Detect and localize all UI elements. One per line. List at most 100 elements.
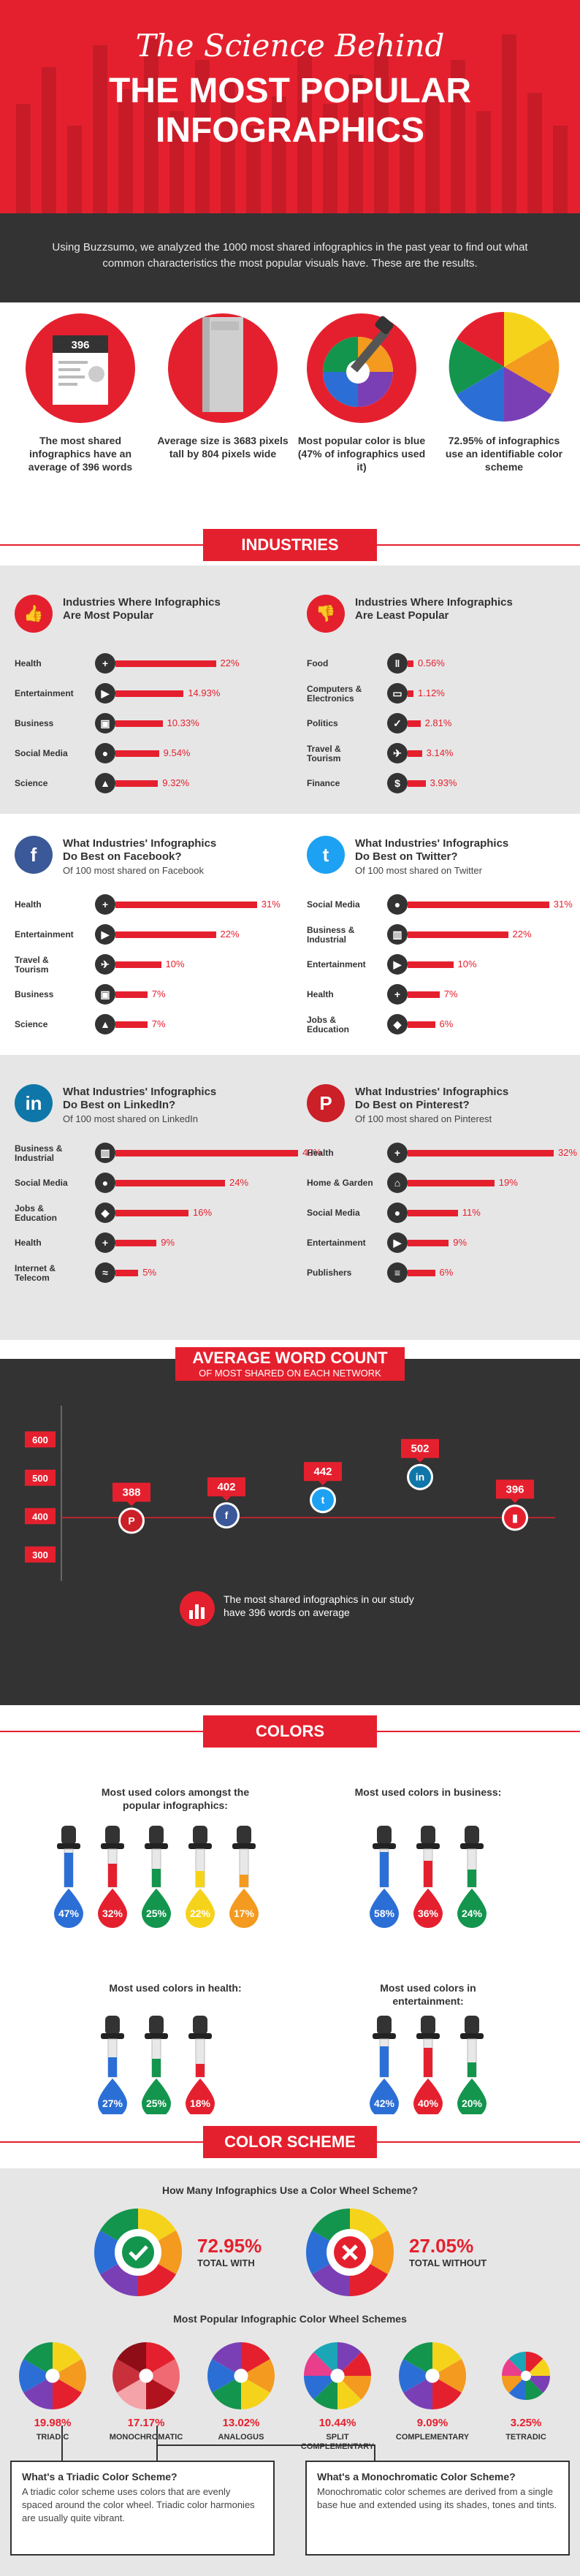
- color-group-title: Most used colors in business:: [354, 1786, 502, 1798]
- header-decor-bar: [144, 38, 159, 213]
- stat-blue-text: Most popular color is blue (47% of infog…: [297, 435, 426, 473]
- industry-bar: [408, 1240, 449, 1246]
- point-value-pointer: [318, 1481, 327, 1486]
- industry-value: 0.56%: [418, 658, 445, 668]
- chat-icon: ●: [95, 1173, 115, 1193]
- header-decor-bar: [425, 85, 440, 213]
- point-glyph: ▮: [512, 1512, 518, 1523]
- point-glyph: in: [416, 1471, 424, 1483]
- panel-title-line: Industries Where Infographics: [355, 596, 513, 609]
- intro-text: Using Buzzsumo, we analyzed the 1000 mos…: [0, 213, 580, 302]
- wifi-icon: ≈: [95, 1262, 115, 1283]
- industry-label: Business & Industrial: [15, 1143, 63, 1163]
- wheel-segment: [23, 2342, 53, 2376]
- industry-value: 3.14%: [426, 747, 454, 758]
- briefcase-icon: ▣: [95, 984, 115, 1005]
- industry-bar: [115, 660, 216, 667]
- stat-size-text: Average size is 3683 pixels tall by 804 …: [157, 435, 289, 460]
- point-value-box: [304, 1462, 342, 1482]
- wheel-segment: [502, 2376, 526, 2393]
- panel-subtitle: Of 100 most shared on Pinterest: [355, 1113, 492, 1124]
- popular-schemes-title: Most Popular Infographic Color Wheel Sch…: [173, 2313, 407, 2325]
- chart-icon: [504, 1506, 526, 1529]
- wheel-segment: [117, 2376, 146, 2409]
- industry-label: Internet & Telecom: [15, 1263, 56, 1283]
- panel-title: What Industries' Infographics Do Best on …: [355, 837, 508, 864]
- industry-bar: [115, 931, 216, 938]
- header-decor-bar: [451, 60, 465, 213]
- point-glyph: P: [128, 1515, 134, 1527]
- wheel-segment: [399, 2359, 432, 2393]
- wheel-segment: [53, 2342, 82, 2376]
- wheel-segment: [146, 2342, 175, 2376]
- panel-title-line: What Industries' Infographics: [63, 837, 217, 850]
- industry-value: 11%: [462, 1207, 481, 1218]
- header-title-line-2: INFOGRAPHICS: [155, 111, 424, 150]
- color-percent: 25%: [145, 2097, 167, 2109]
- panel-title-line: Are Least Popular: [355, 609, 449, 622]
- scheme-wheel-center: [139, 2369, 153, 2383]
- color-dropper-icon: [307, 313, 416, 423]
- header-decor-bar: [118, 89, 133, 213]
- plus-icon: +: [387, 1143, 408, 1163]
- plus-icon: +: [387, 984, 408, 1005]
- industry-label: Jobs & Education: [15, 1203, 58, 1223]
- industry-value: 9%: [453, 1237, 468, 1248]
- facebook-icon: f: [15, 836, 53, 874]
- twitter-icon: [312, 1489, 334, 1512]
- industry-value: 32%: [558, 1147, 578, 1158]
- wheel-segment: [526, 2358, 550, 2376]
- wheel-segment: [23, 2376, 53, 2409]
- briefcase-icon: ▣: [95, 713, 115, 733]
- scheme-value: 17.17%: [127, 2417, 165, 2429]
- industry-bar: [408, 1270, 435, 1276]
- header-decor-bar: [527, 93, 542, 213]
- scheme-wheel-center: [425, 2369, 440, 2383]
- industry-label: Entertainment: [307, 959, 366, 969]
- industry-label: Business: [15, 718, 54, 728]
- color-percent: 42%: [373, 2097, 395, 2109]
- industry-bar: [115, 1240, 157, 1246]
- color-percent: 17%: [233, 1908, 255, 1919]
- point-value-pointer: [127, 1501, 136, 1506]
- industry-bar: [408, 780, 426, 787]
- color-group-title: Most used colors in health:: [109, 1982, 242, 1994]
- color-percent: 24%: [461, 1908, 483, 1919]
- industry-value: 10%: [165, 959, 185, 969]
- industry-label: Health: [15, 658, 42, 668]
- industry-value: 10.33%: [167, 717, 199, 728]
- scheme-label: COMPLEMENTARY: [395, 2433, 470, 2442]
- industry-value: 14.93%: [188, 687, 221, 698]
- total-without-label: TOTAL WITHOUT: [409, 2257, 487, 2268]
- industry-bar: [115, 961, 161, 968]
- color-group-title: Most used colors amongst the popular inf…: [101, 1786, 250, 1811]
- industry-label: Jobs & Education: [307, 1015, 350, 1034]
- triadic-box: What's a Triadic Color Scheme? A triadic…: [10, 2461, 275, 2556]
- scheme-label: MONOCHROMATIC: [109, 2433, 183, 2442]
- panel-title-line: Industries Where Infographics: [63, 596, 221, 609]
- wheel-segment: [526, 2376, 543, 2400]
- industry-label: Food: [307, 658, 329, 668]
- header-decor-bar: [195, 60, 210, 213]
- industry-label: Entertainment: [15, 688, 74, 698]
- wheel-segment: [241, 2359, 275, 2393]
- facebook-icon: [215, 1504, 237, 1527]
- flask-icon: ▲: [95, 1014, 115, 1034]
- total-without: 27.05% TOTAL WITHOUT: [409, 2235, 526, 2268]
- linkedin-icon: in: [15, 1084, 53, 1122]
- y-tick-box: [25, 1431, 56, 1448]
- mono-answer: Monochromatic color schemes are derived …: [317, 2486, 557, 2510]
- industry-label: Travel & Tourism: [307, 744, 341, 763]
- wheel-segment: [403, 2376, 432, 2409]
- header-decor-bar: [67, 126, 82, 213]
- industry-value: 22%: [220, 658, 240, 668]
- word-count-title: AVERAGE WORD COUNT: [192, 1349, 388, 1367]
- header-decor-bar: [374, 45, 389, 213]
- stat-words-text: The most shared infographics have an ave…: [28, 435, 133, 473]
- point-value: 502: [411, 1443, 429, 1455]
- wheel-segment: [337, 2376, 362, 2409]
- scheme-question: How Many Infographics Use a Color Wheel …: [161, 2184, 419, 2196]
- industry-label: Health: [15, 1238, 42, 1248]
- industry-value: 2.81%: [424, 717, 452, 728]
